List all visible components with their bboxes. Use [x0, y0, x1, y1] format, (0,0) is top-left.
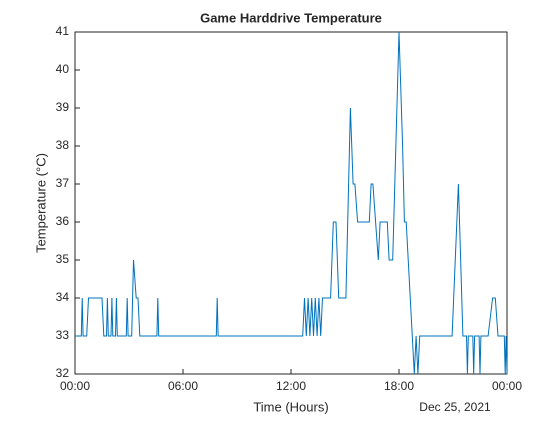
y-tick-label: 40: [56, 62, 70, 76]
y-tick-label: 39: [56, 100, 70, 114]
date-label: Dec 25, 2021: [419, 400, 491, 414]
y-tick-label: 38: [56, 138, 70, 152]
x-tick-label: 00:00: [60, 379, 90, 393]
line: [75, 31, 508, 375]
y-tick-label: 37: [56, 176, 70, 190]
x-tick-label: 12:00: [276, 379, 306, 393]
plot-box: [74, 31, 508, 375]
y-tick-label: 41: [56, 24, 70, 38]
x-axis-label: Time (Hours): [253, 399, 328, 414]
y-tick-label: 32: [56, 366, 70, 380]
x-tick-label: 00:00: [492, 379, 522, 393]
y-tick-label: 33: [56, 328, 70, 342]
x-tick-label: 06:00: [168, 379, 198, 393]
y-tick-label: 34: [56, 290, 70, 304]
y-tick-label: 36: [56, 214, 70, 228]
x-tick-label: 18:00: [384, 379, 414, 393]
y-axis-label: Temperature (°C): [33, 153, 48, 253]
y-tick-label: 35: [56, 252, 70, 266]
chart-title: Game Harddrive Temperature: [200, 10, 382, 25]
